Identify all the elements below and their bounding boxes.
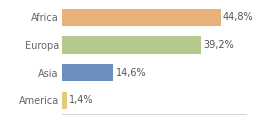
Text: 44,8%: 44,8%	[223, 12, 254, 22]
Bar	[62, 9, 221, 26]
Bar	[62, 36, 201, 54]
Bar	[62, 92, 67, 109]
Text: 39,2%: 39,2%	[203, 40, 234, 50]
Bar	[62, 64, 113, 81]
Text: 1,4%: 1,4%	[69, 95, 93, 105]
Text: 14,6%: 14,6%	[116, 68, 146, 78]
